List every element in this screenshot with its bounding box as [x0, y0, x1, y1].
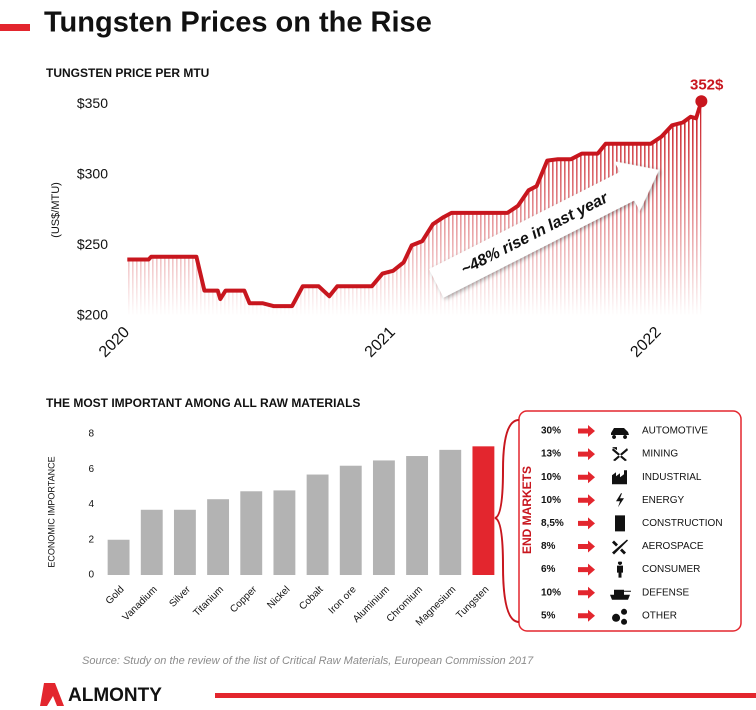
y-tick-label: $350	[77, 95, 108, 111]
source-note: Source: Study on the review of the list …	[82, 655, 534, 667]
arrow-icon	[578, 494, 595, 507]
page-title: Tungsten Prices on the Rise	[44, 7, 432, 39]
bar	[372, 460, 395, 575]
brace	[494, 419, 520, 623]
x-tick-label: Nickel	[265, 584, 292, 611]
arrow-icon	[578, 425, 595, 437]
bar	[107, 539, 130, 575]
market-name: INDUSTRIAL	[642, 472, 702, 483]
x-tick-label: Titanium	[191, 584, 226, 619]
end-markets: END MARKETS 30% AUTOMOTIVE 13% MINING 10% IND…	[494, 410, 742, 632]
bar	[439, 449, 462, 575]
market-name: DEFENSE	[642, 587, 690, 598]
x-tick-label: Tungsten	[454, 584, 491, 621]
y-axis-label: (US$/MTU)	[50, 182, 62, 238]
market-icon	[611, 428, 629, 439]
arrow-icon	[578, 563, 595, 576]
market-icon	[612, 470, 627, 485]
y-tick-label: 4	[88, 499, 94, 510]
bar	[273, 490, 296, 575]
y-tick-label: $300	[77, 165, 108, 181]
y-axis-label: ECONOMIC IMPORTANCE	[46, 456, 56, 567]
market-name: OTHER	[642, 610, 677, 621]
bar	[140, 509, 163, 575]
market-share: 10%	[541, 472, 561, 483]
logo-text: ALMONTY	[68, 685, 162, 706]
market-icon	[617, 561, 623, 578]
market-icon	[612, 608, 628, 625]
footer-bar	[215, 693, 756, 698]
end-markets-label: END MARKETS	[520, 466, 534, 554]
y-tick-label: 0	[88, 570, 94, 581]
market-name: ENERGY	[642, 495, 685, 506]
market-icon	[612, 539, 628, 555]
market-icon	[610, 589, 631, 600]
market-icon	[616, 493, 624, 508]
bar	[240, 491, 263, 575]
logo-mark	[40, 683, 64, 706]
market-name: AEROSPACE	[642, 541, 704, 552]
arrow-shape	[429, 161, 660, 298]
panel-border	[518, 410, 742, 632]
x-tick-label: 2022	[627, 324, 664, 361]
market-share: 10%	[541, 587, 561, 598]
market-name: AUTOMOTIVE	[642, 426, 708, 437]
bar	[207, 499, 230, 575]
market-share: 8%	[541, 541, 556, 552]
x-tick-label: Copper	[228, 584, 259, 615]
y-tick-label: $250	[77, 236, 108, 252]
market-share: 8,5%	[541, 518, 564, 529]
arrow-icon	[578, 609, 595, 622]
arrow-icon	[578, 448, 595, 461]
bar	[306, 474, 329, 575]
market-name: CONSTRUCTION	[642, 518, 723, 529]
arrow-icon	[578, 540, 595, 553]
end-point	[695, 95, 708, 108]
x-tick-label: Cobalt	[297, 584, 325, 612]
arrow-icon	[578, 586, 595, 599]
arrow-icon	[578, 471, 595, 484]
market-share: 10%	[541, 495, 561, 506]
x-tick-label: Vanadium	[121, 584, 160, 623]
y-tick-label: 6	[88, 464, 94, 475]
chart-title: TUNGSTEN PRICE PER MTU	[46, 66, 209, 80]
x-tick-label: 2021	[362, 324, 399, 361]
market-share: 13%	[541, 449, 561, 460]
market-share: 30%	[541, 426, 561, 437]
title-bar	[0, 24, 30, 31]
market-name: MINING	[642, 449, 678, 460]
x-tick-label: Iron ore	[327, 584, 359, 616]
x-tick-label: 2020	[96, 324, 133, 361]
market-icon	[615, 515, 625, 532]
bar	[472, 446, 495, 575]
y-tick-label: 8	[88, 429, 94, 440]
bar	[339, 465, 362, 575]
bar	[173, 509, 196, 575]
line	[127, 100, 704, 309]
market-share: 5%	[541, 610, 556, 621]
end-label: 352$	[690, 76, 724, 93]
y-tick-label: 2	[88, 534, 94, 545]
area	[127, 101, 702, 316]
bar	[406, 456, 429, 575]
x-tick-label: Gold	[104, 584, 127, 607]
market-icon	[612, 447, 628, 462]
y-tick-label: $200	[77, 307, 108, 323]
market-share: 6%	[541, 564, 556, 575]
chart-title: THE MOST IMPORTANT AMONG ALL RAW MATERIA…	[46, 396, 360, 410]
market-name: CONSUMER	[642, 564, 700, 575]
x-tick-label: Silver	[167, 584, 193, 610]
arrow-icon	[578, 517, 595, 530]
